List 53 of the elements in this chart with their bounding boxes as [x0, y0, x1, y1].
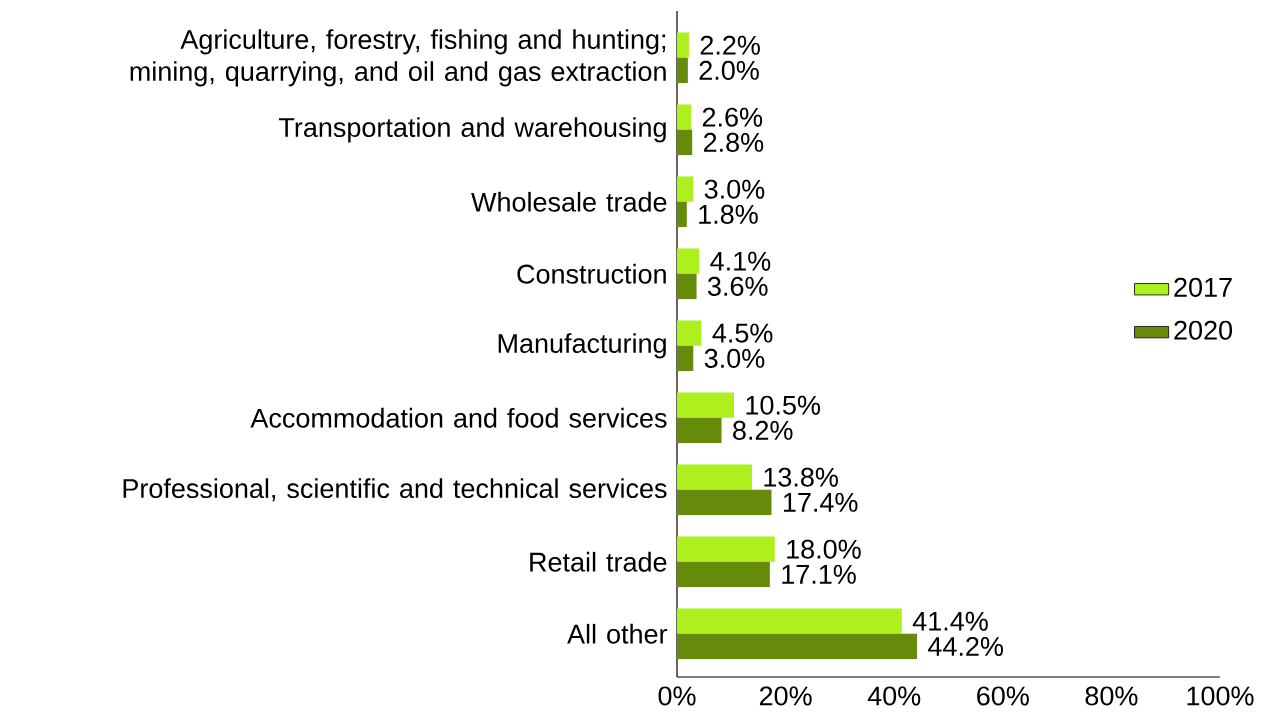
data-label: 17.4%: [783, 492, 858, 512]
data-label: 2.0%: [699, 60, 759, 80]
bar: [677, 201, 687, 227]
x-tick-label: 60%: [977, 686, 1029, 706]
legend-label: 2017: [1174, 277, 1232, 297]
bar: [677, 561, 770, 587]
bar: [677, 489, 772, 515]
x-tick-label: 20%: [759, 686, 812, 706]
bar: [677, 104, 692, 130]
bar: [677, 57, 688, 83]
legend-label: 2020: [1174, 320, 1233, 340]
bar: [677, 176, 694, 202]
bar: [677, 320, 702, 346]
bar: [677, 464, 752, 490]
bar: [677, 248, 700, 274]
data-label: 10.5%: [746, 395, 821, 415]
data-label: 3.6%: [707, 276, 768, 296]
bar: [677, 392, 735, 418]
bar: [677, 273, 697, 299]
y-tick-label: All other: [567, 623, 668, 644]
data-label: 2.6%: [702, 107, 763, 127]
data-label: 41.4%: [912, 611, 988, 631]
data-label: 17.1%: [782, 564, 856, 584]
data-label: 3.0%: [704, 179, 765, 199]
bar: [677, 608, 902, 634]
x-tick-label: 80%: [1085, 686, 1138, 706]
bar: [677, 633, 917, 659]
bar: [677, 32, 689, 58]
y-tick-label: Accommodation and food services: [250, 407, 667, 428]
y-tick-label: Professional, scientific and technical services: [123, 478, 667, 502]
y-tick-label: Manufacturing: [498, 333, 666, 359]
x-tick-label: 100%: [1187, 686, 1254, 706]
y-tick-label: Wholesale trade: [471, 191, 667, 212]
bar: [677, 345, 694, 371]
y-tick-label: Construction: [517, 263, 666, 284]
bar: [677, 536, 775, 562]
y-tick-label: Retail trade: [530, 551, 667, 572]
data-label: 4.5%: [712, 323, 773, 343]
data-label: 2.2%: [700, 35, 760, 55]
y-tick-label: Transportation and warehousing: [278, 117, 666, 143]
data-label: 3.0%: [704, 348, 765, 368]
data-label: 18.0%: [787, 539, 861, 559]
data-label: 8.2%: [733, 420, 793, 440]
data-label: 2.8%: [703, 132, 764, 152]
x-tick-label: 0%: [658, 686, 696, 706]
data-label: 4.1%: [710, 251, 771, 271]
bar: [677, 129, 693, 155]
data-label: 1.8%: [699, 204, 758, 224]
data-label: 44.2%: [928, 636, 1003, 656]
x-tick-label: 40%: [867, 686, 921, 706]
bar: [677, 417, 722, 443]
data-label: 13.8%: [764, 467, 838, 487]
y-tick-label: Agriculture, forestry, fishing and hunting; mining, quarrying, and oil and gas extraction: [130, 29, 666, 87]
